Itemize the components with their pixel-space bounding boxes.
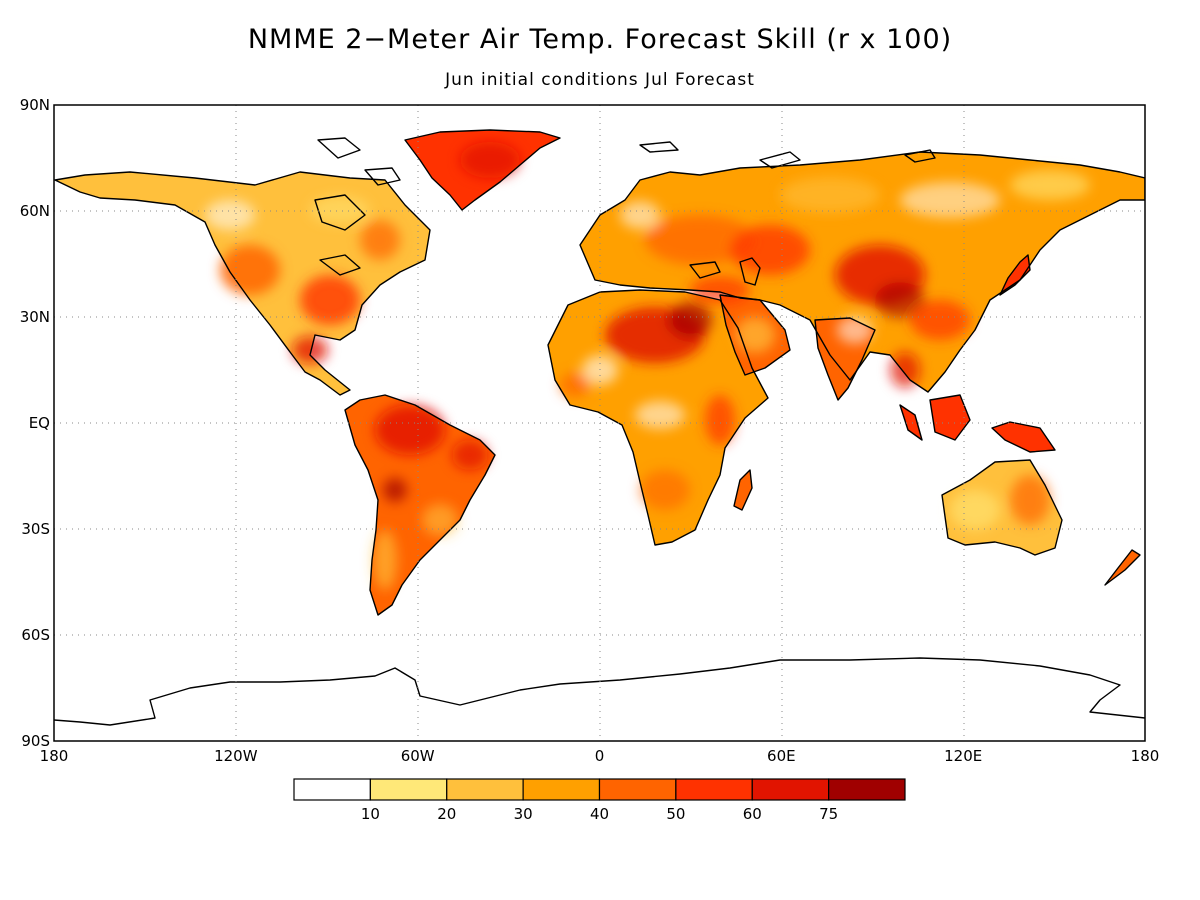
- lon-label-1: 120W: [214, 747, 258, 765]
- longitude-labels: 180 120W 60W 0 60E 120E 180: [40, 747, 1160, 765]
- colorbar-swatch-0: [293, 778, 371, 801]
- lat-label-90n: 90N: [20, 96, 50, 114]
- lat-label-90s: 90S: [21, 732, 50, 750]
- lon-label-3: 0: [595, 747, 605, 765]
- latitude-labels: 90N 60N 30N EQ 30S 60S 90S: [20, 96, 50, 750]
- colorbar-swatch-1: [369, 778, 448, 801]
- colorbar-swatch-2: [446, 778, 524, 801]
- gridlines: [54, 105, 1145, 741]
- lat-label-60n: 60N: [20, 202, 50, 220]
- lat-label-30n: 30N: [20, 308, 50, 326]
- colorbar-swatch-6: [751, 778, 830, 801]
- lon-label-2: 60W: [401, 747, 435, 765]
- colorbar-label-30: 30: [514, 805, 533, 823]
- colorbar-swatch-7: [828, 778, 906, 801]
- lat-label-30s: 30S: [21, 520, 50, 538]
- colorbar-swatch-3: [522, 778, 601, 801]
- colorbar-label-50: 50: [666, 805, 685, 823]
- colorbar-label-20: 20: [437, 805, 456, 823]
- lon-label-4: 60E: [767, 747, 796, 765]
- lat-label-eq: EQ: [29, 414, 50, 432]
- colorbar: 10 20 30 40 50 60 75: [293, 778, 906, 823]
- skill-hotspots: [205, 142, 1090, 590]
- colorbar-label-10: 10: [361, 805, 380, 823]
- colorbar-label-60: 60: [743, 805, 762, 823]
- colorbar-label-40: 40: [590, 805, 609, 823]
- colorbar-swatch-4: [598, 778, 677, 801]
- lon-label-6: 180: [1131, 747, 1160, 765]
- coastlines: [54, 129, 1145, 726]
- lon-label-5: 120E: [944, 747, 982, 765]
- map-subtitle: Jun initial conditions Jul Forecast: [445, 70, 755, 90]
- colorbar-label-75: 75: [819, 805, 838, 823]
- colorbar-swatch-5: [675, 778, 753, 801]
- lon-label-0: 180: [40, 747, 69, 765]
- map-title: NMME 2−Meter Air Temp. Forecast Skill (r…: [247, 24, 953, 55]
- map-frame: [53, 104, 1146, 742]
- lat-label-60s: 60S: [21, 626, 50, 644]
